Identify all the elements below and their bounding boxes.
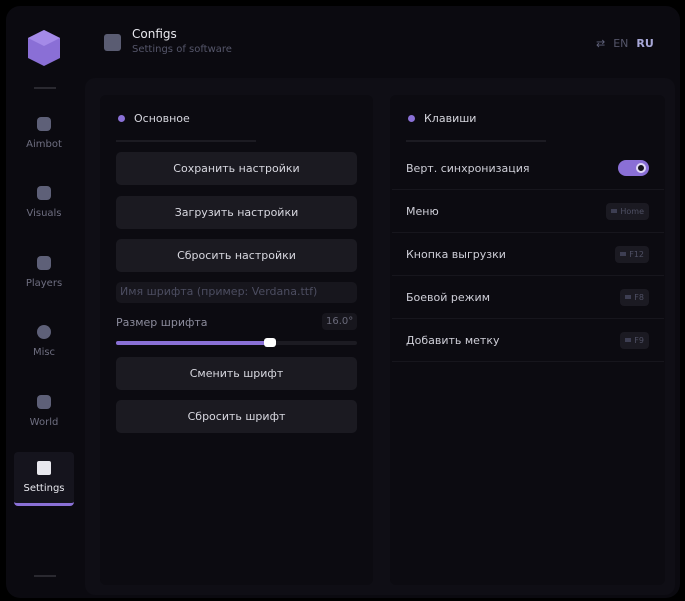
sidebar-item-aimbot[interactable]: Aimbot	[14, 106, 74, 160]
divider	[34, 87, 56, 89]
font-size-label: Размер шрифта	[116, 316, 208, 329]
font-size-value: 16.0°	[322, 313, 358, 330]
sidebar-item-misc[interactable]: Misc	[14, 314, 74, 368]
section-title: Основное	[134, 112, 190, 125]
font-size-slider[interactable]	[116, 338, 357, 347]
label: Misc	[32, 346, 56, 358]
language-switch: ⇄ EN RU	[596, 37, 654, 50]
label: Меню	[406, 204, 439, 218]
menu-keybind[interactable]: Home	[606, 202, 649, 220]
skull-icon	[37, 116, 51, 131]
chat-icon	[37, 324, 51, 339]
key-label: F8	[634, 292, 644, 302]
translate-icon: ⇄	[596, 37, 606, 50]
vsync-toggle[interactable]	[618, 160, 649, 176]
key-label: Home	[620, 206, 644, 216]
key-label: F12	[629, 249, 644, 259]
menu-key-row: Меню Home	[392, 190, 664, 233]
keyboard-icon	[625, 295, 632, 299]
sidebar-item-settings[interactable]: Settings	[14, 452, 74, 506]
label: Aimbot	[26, 138, 62, 150]
reset-settings-button[interactable]: Сбросить настройки	[116, 239, 357, 272]
unload-key-row: Кнопка выгрузки F12	[392, 233, 664, 276]
change-font-button[interactable]: Сменить шрифт	[116, 357, 357, 390]
sidebar-item-world[interactable]: World	[14, 384, 74, 438]
label: Верт. синхронизация	[406, 161, 530, 175]
unload-keybind[interactable]: F12	[615, 245, 649, 263]
section-main: Основное	[118, 112, 190, 125]
label: Visuals	[26, 207, 62, 219]
reset-font-button[interactable]: Сбросить шрифт	[116, 400, 357, 433]
list-icon	[104, 34, 121, 51]
sidebar-item-players[interactable]: Players	[14, 245, 74, 299]
section-title: Клавиши	[424, 112, 477, 125]
players-icon	[37, 255, 51, 270]
font-name-input[interactable]: Имя шрифта (пример: Verdana.ttf)	[116, 282, 357, 303]
combat-key-row: Боевой режим F8	[392, 276, 664, 319]
label: World	[29, 416, 59, 428]
logo	[28, 30, 60, 66]
combat-keybind[interactable]: F8	[620, 288, 649, 306]
sidebar-item-visuals[interactable]: Visuals	[14, 175, 74, 229]
mark-key-row: Добавить метку F9	[392, 319, 664, 362]
section-keys: Клавиши	[408, 112, 476, 125]
load-settings-button[interactable]: Загрузить настройки	[116, 196, 357, 229]
vsync-row: Верт. синхронизация	[392, 147, 664, 190]
save-settings-button[interactable]: Сохранить настройки	[116, 152, 357, 185]
keyboard-icon	[620, 252, 627, 256]
bullet-icon	[118, 115, 125, 122]
lang-ru-button[interactable]: RU	[636, 37, 654, 50]
keys-card	[390, 95, 665, 585]
label: Players	[25, 277, 63, 289]
label: Кнопка выгрузки	[406, 247, 506, 261]
keyboard-icon	[625, 338, 632, 342]
page-subtitle: Settings of software	[132, 44, 232, 55]
slider-handle[interactable]	[264, 338, 277, 347]
label: Боевой режим	[406, 290, 491, 304]
key-label: F9	[634, 335, 644, 345]
slider-fill	[116, 341, 271, 345]
briefcase-icon	[37, 394, 51, 409]
divider	[116, 140, 256, 142]
camera-icon	[37, 185, 51, 200]
label: Добавить метку	[406, 333, 500, 347]
divider	[406, 140, 546, 142]
page-title: Configs	[132, 27, 177, 41]
lang-en-button[interactable]: EN	[613, 37, 629, 50]
keyboard-icon	[611, 209, 618, 213]
mark-keybind[interactable]: F9	[620, 331, 649, 349]
bullet-icon	[408, 115, 415, 122]
list-icon	[37, 461, 51, 475]
divider	[34, 575, 56, 577]
label: Settings	[23, 483, 65, 494]
